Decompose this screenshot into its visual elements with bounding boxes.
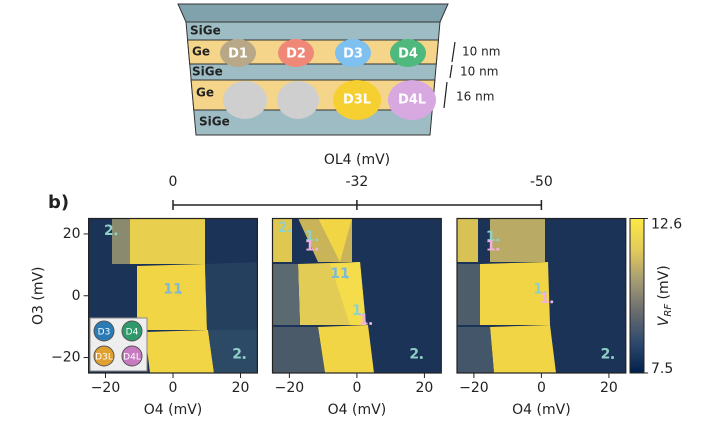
- dot-label: D3L: [343, 93, 371, 108]
- x-tick-label: −20: [275, 380, 305, 396]
- annotation-dot: [496, 239, 499, 242]
- x-tick-label: 20: [232, 380, 250, 396]
- legend-label: D3L: [95, 353, 113, 363]
- x-tick-label: 0: [352, 380, 361, 396]
- colorbar-label-part: RF: [663, 304, 674, 317]
- thickness-label: 10 nm: [462, 45, 500, 59]
- annotation-dot: [243, 356, 246, 359]
- layer-label: Ge: [192, 45, 210, 59]
- dot-label: D4: [398, 47, 418, 62]
- annotation: 2: [104, 223, 114, 239]
- annotation: 11: [330, 266, 349, 282]
- layer-label: SiGe: [199, 115, 230, 129]
- annotation-dot: [114, 232, 117, 235]
- thickness-label: 16 nm: [456, 90, 494, 104]
- annotation-dot: [420, 356, 423, 359]
- top-tick-label: -50: [530, 174, 553, 190]
- x-axis-label: O4 (mV): [512, 402, 571, 418]
- annotation: 1: [305, 238, 315, 254]
- x-tick-label: −20: [91, 380, 121, 396]
- annotation-dot: [288, 229, 291, 232]
- colorbar-tick-label: 7.5: [651, 361, 673, 377]
- x-axis-label: O4 (mV): [144, 402, 203, 418]
- annotation-dot: [179, 291, 182, 294]
- layer-label: SiGe: [190, 24, 221, 38]
- x-axis-label: O4 (mV): [328, 402, 387, 418]
- x-tick-label: 20: [416, 380, 434, 396]
- dot: [277, 81, 319, 119]
- annotation-dot: [496, 248, 499, 251]
- colorbar-label: VRF (mV): [656, 265, 674, 326]
- annotation: 1: [486, 238, 496, 254]
- annotation-dot: [550, 300, 553, 303]
- x-tick-label: 0: [169, 380, 178, 396]
- layer-label: SiGe: [192, 65, 223, 79]
- thickness-label: 10 nm: [460, 65, 498, 79]
- annotation: 11: [163, 282, 182, 298]
- x-tick-label: 0: [537, 380, 546, 396]
- annotation-dot: [369, 322, 372, 325]
- annotation-dot: [611, 356, 614, 359]
- annotation: 1: [540, 291, 550, 307]
- annotation-dot: [315, 248, 318, 251]
- schematic: SiGe Ge SiGe Ge SiGe D1 D2 D3 D4 D3L D4L…: [178, 4, 500, 135]
- top-axis-label: OL4 (mV): [324, 152, 390, 168]
- dot-label: D4L: [398, 93, 426, 108]
- top-tick-label: -32: [345, 174, 368, 190]
- x-tick-label: −20: [459, 380, 489, 396]
- y-tick-label: −20: [51, 350, 81, 366]
- dot-label: D1: [228, 47, 248, 62]
- annotation: 1: [359, 312, 369, 328]
- layer-label: Ge: [196, 86, 214, 100]
- legend: D3 D4 D3L D4L: [90, 318, 147, 371]
- colorbar: [630, 219, 644, 374]
- y-tick-label: 20: [63, 226, 81, 242]
- figure: SiGe Ge SiGe Ge SiGe D1 D2 D3 D4 D3L D4L…: [0, 0, 711, 430]
- annotation: 2: [278, 220, 288, 236]
- annotation-dot: [315, 239, 318, 242]
- annotation: 2: [601, 346, 611, 362]
- y-tick-label: 0: [72, 288, 81, 304]
- panel-label: b): [48, 192, 69, 213]
- annotation: 2: [232, 346, 242, 362]
- colorbar-tick-label: 12.6: [651, 217, 682, 233]
- top-tick-label: 0: [169, 174, 178, 190]
- legend-label: D4L: [123, 353, 141, 363]
- annotation-dot: [346, 276, 349, 279]
- colorbar-label-part: (mV): [656, 265, 672, 304]
- top-face: [178, 4, 448, 22]
- dot: [223, 81, 267, 119]
- x-tick-label: 20: [600, 380, 618, 396]
- legend-label: D4: [126, 328, 139, 338]
- legend-label: D3: [98, 328, 111, 338]
- y-axis-label: O3 (mV): [31, 266, 47, 325]
- arrows: [444, 42, 455, 108]
- annotation: 2: [409, 346, 419, 362]
- dot-label: D2: [286, 47, 306, 62]
- dot-label: D3: [343, 47, 363, 62]
